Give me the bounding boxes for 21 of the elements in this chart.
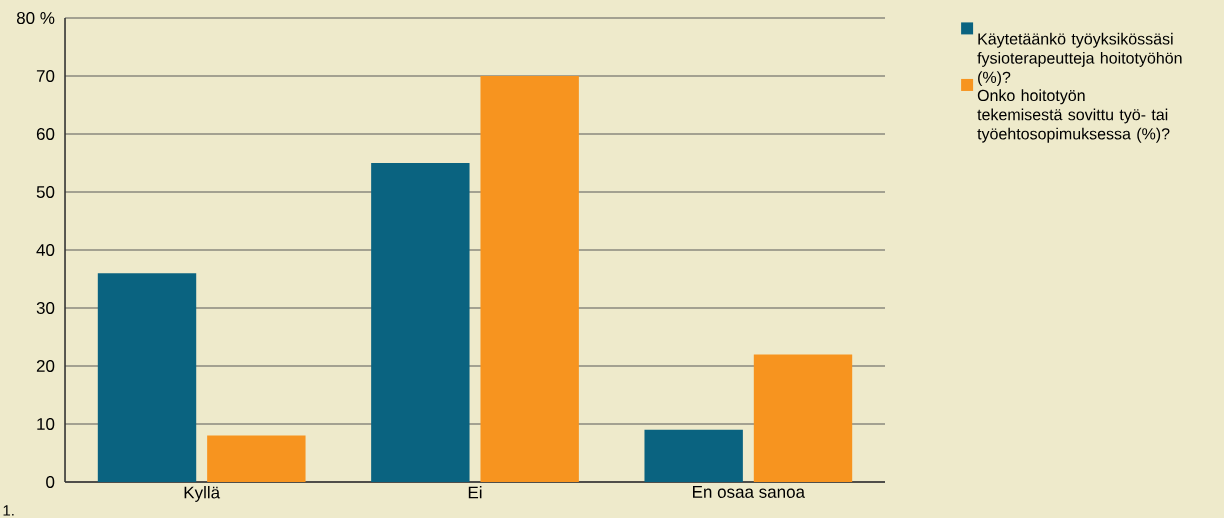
y-tick-label: 50 xyxy=(36,185,55,198)
y-tick-label: 20 xyxy=(36,359,55,372)
bar xyxy=(207,435,306,482)
text: 1. xyxy=(3,505,14,516)
bar xyxy=(371,163,470,482)
y-tick-label: 0 xyxy=(46,475,55,488)
bar xyxy=(753,354,853,482)
legend-label: Käytetäänkö työyksikössäsi fysioterapeutteja hoitotyöhön (%)? xyxy=(977,32,1182,87)
bar xyxy=(97,273,197,482)
y-tick-label: 60 xyxy=(36,127,55,141)
x-tick-label: Ei xyxy=(468,486,482,499)
x-tick-label: Kyllä xyxy=(184,486,221,502)
bar xyxy=(644,429,743,482)
y-tick-label: 70 xyxy=(36,70,55,83)
y-tick-label: 80 % xyxy=(16,12,55,25)
y-tick-label: 10 xyxy=(37,417,55,430)
legend-label: Onko hoitotyön tekemisestä sovittu työ- tai työehtosopimuksessa (%)? xyxy=(977,89,1170,143)
y-tick-label: 40 xyxy=(36,243,55,256)
bar xyxy=(480,76,579,482)
x-tick-label: En osaa sanoa xyxy=(693,486,805,498)
y-tick-label: 30 xyxy=(36,301,55,314)
